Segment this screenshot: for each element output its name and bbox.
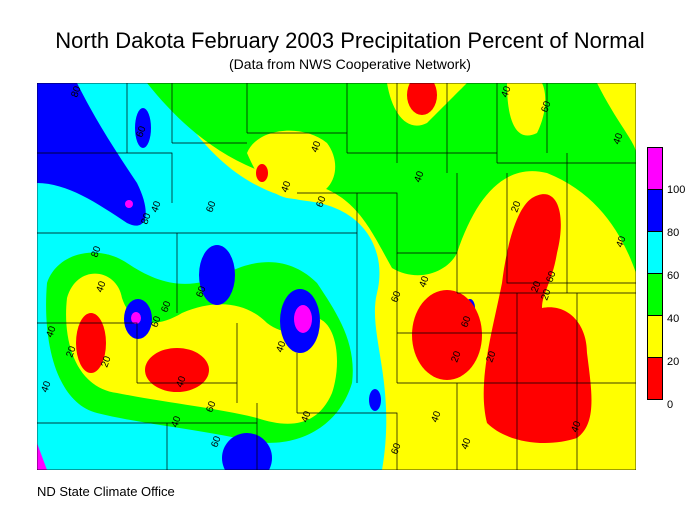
region-40-60-north	[147, 83, 636, 276]
contour-label: 40	[299, 409, 313, 424]
contour-label: 60	[209, 434, 223, 449]
contour-label: 40	[459, 436, 473, 451]
region-80-100-a	[135, 108, 151, 148]
contour-labels: 8060806040406040406040406020204080604040…	[39, 84, 628, 456]
legend-swatch	[647, 273, 663, 316]
region-100-a	[125, 200, 133, 208]
contour-label: 60	[204, 199, 218, 214]
legend-swatch	[647, 315, 663, 358]
region-100-c	[294, 305, 312, 333]
contour-label: 20	[99, 354, 113, 369]
contour-label: 40	[279, 179, 293, 194]
region-20-40-southwest	[66, 273, 338, 424]
contour-label: 60	[194, 284, 208, 299]
credit-text: ND State Climate Office	[37, 484, 175, 499]
region-100-corner	[37, 443, 47, 470]
contour-label: 80	[89, 244, 103, 259]
contour-label: 40	[614, 234, 628, 249]
contour-label: 20	[539, 287, 553, 302]
contour-label: 20	[529, 279, 543, 294]
legend-label: 80	[667, 227, 680, 239]
contour-label: 40	[611, 131, 625, 146]
legend-label: 100	[667, 184, 686, 196]
legend-label: 20	[667, 356, 680, 368]
contour-label: 40	[174, 374, 188, 389]
contour-label: 60	[389, 441, 403, 456]
contour-label: 40	[412, 169, 426, 184]
contour-label: 40	[94, 279, 108, 294]
contour-label: 60	[159, 299, 173, 314]
legend-label: 60	[667, 270, 680, 282]
contour-label: 40	[44, 324, 58, 339]
contour-label: 60	[314, 194, 328, 209]
legend-swatch	[647, 147, 663, 190]
region-0-20-d	[145, 348, 209, 392]
contour-label: 40	[417, 274, 431, 289]
region-0-20-b	[407, 83, 437, 115]
contour-label: 60	[134, 124, 148, 139]
legend-label: 0	[667, 399, 674, 411]
contour-label: 60	[459, 314, 473, 329]
region-80-100-northwest	[37, 83, 146, 226]
contour-label: 40	[499, 84, 513, 99]
legend-swatch	[647, 189, 663, 232]
contour-label: 60	[204, 399, 218, 414]
contour-label: 80	[139, 211, 153, 226]
contour-label: 40	[569, 419, 583, 434]
contour-label: 40	[39, 379, 53, 394]
map-title: North Dakota February 2003 Precipitation…	[55, 28, 645, 53]
region-80-100-e	[369, 389, 381, 411]
contour-label: 20	[449, 349, 463, 364]
region-0-20-c	[76, 313, 106, 373]
contour-label: 60	[544, 269, 558, 284]
region-20-40-north-center	[247, 130, 336, 199]
legend-swatch	[647, 231, 663, 274]
region-0-20-a	[412, 290, 482, 380]
contour-label: 80	[69, 84, 83, 99]
contour-label: 20	[509, 199, 523, 214]
region-100-b	[131, 312, 141, 324]
contour-label: 40	[429, 409, 443, 424]
legend-label: 40	[667, 313, 680, 325]
region-80-100-b	[199, 245, 235, 305]
region-0-20-e	[256, 164, 268, 182]
county-boundaries	[37, 83, 636, 470]
contour-label: 40	[149, 199, 163, 214]
legend: 100 80 60 40 20 0	[647, 147, 685, 411]
region-0-20-southeast	[483, 194, 592, 443]
contour-label: 60	[149, 314, 163, 329]
contour-label: 20	[484, 349, 498, 364]
legend-swatch	[647, 357, 663, 400]
contour-label: 60	[389, 289, 403, 304]
precipitation-map: 8060806040406040406040406020204080604040…	[37, 83, 636, 470]
contour-label: 40	[274, 339, 288, 354]
contour-label: 20	[64, 344, 78, 359]
contour-label: 40	[309, 139, 323, 154]
region-80-100-g	[222, 433, 272, 470]
map-subtitle: (Data from NWS Cooperative Network)	[229, 56, 471, 72]
contour-label: 40	[169, 414, 183, 429]
contour-label: 60	[539, 99, 553, 114]
